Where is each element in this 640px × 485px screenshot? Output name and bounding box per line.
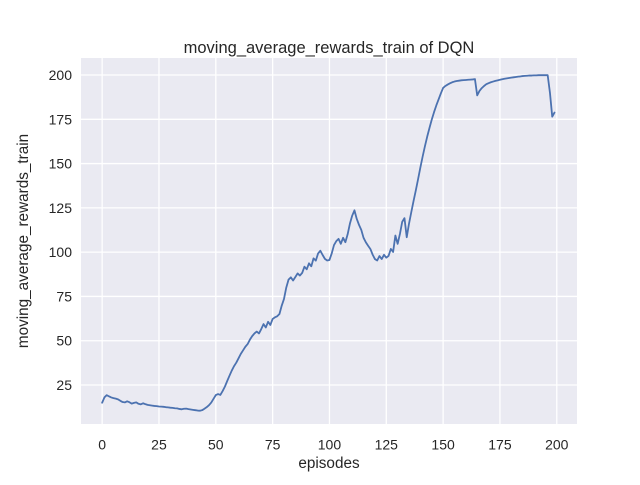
- x-tick-label: 150: [431, 437, 455, 453]
- y-tick-label: 100: [49, 244, 73, 260]
- y-tick-label: 200: [49, 67, 73, 83]
- x-axis-label: episodes: [298, 455, 360, 472]
- x-tick-label: 25: [151, 437, 167, 453]
- chart-title: moving_average_rewards_train of DQN: [184, 39, 475, 57]
- y-axis-label: moving_average_rewards_train: [15, 134, 32, 348]
- x-tick-label: 125: [375, 437, 399, 453]
- y-tick-label: 175: [49, 111, 73, 127]
- series-group: [101, 74, 556, 412]
- x-tick-label: 200: [545, 437, 569, 453]
- y-tick-label: 75: [56, 288, 72, 304]
- x-tick-label: 50: [208, 437, 224, 453]
- x-tick-label: 0: [98, 437, 106, 453]
- x-tick-label: 75: [265, 437, 281, 453]
- gridlines: [81, 58, 577, 424]
- y-tick-label: 150: [49, 156, 73, 172]
- x-tick-labels: 0 25 50 75 100 125 150 175 200: [98, 437, 568, 453]
- x-tick-label: 175: [488, 437, 512, 453]
- y-tick-label: 50: [56, 333, 72, 349]
- y-tick-label: 25: [56, 377, 72, 393]
- y-tick-label: 125: [49, 200, 73, 216]
- x-tick-label: 100: [318, 437, 342, 453]
- y-tick-labels: 25 50 75 100 125 150 175 200: [49, 67, 73, 393]
- data-line: [101, 74, 556, 412]
